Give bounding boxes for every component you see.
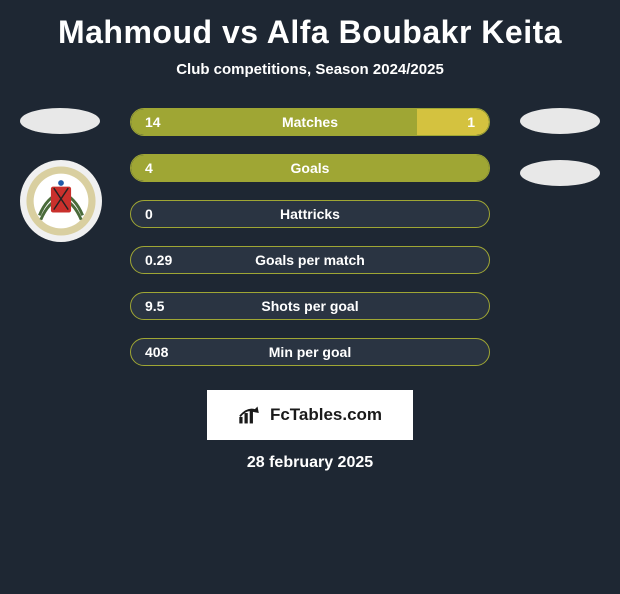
stat-row: 9.5Shots per goal <box>130 292 490 320</box>
stat-row: 0Hattricks <box>130 200 490 228</box>
stat-value-right: 1 <box>467 114 475 130</box>
stat-row: 408Min per goal <box>130 338 490 366</box>
stat-label: Min per goal <box>131 344 489 360</box>
stat-row: 14Matches1 <box>130 108 490 136</box>
stat-label: Hattricks <box>131 206 489 222</box>
player-photo-placeholder <box>20 108 100 134</box>
left-player-column <box>20 108 102 242</box>
stat-row: 0.29Goals per match <box>130 246 490 274</box>
stat-label: Goals per match <box>131 252 489 268</box>
fctables-logo-icon <box>238 405 264 425</box>
stat-bars-container: 14Matches1 4Goals 0Hattricks 0.29Goals per … <box>130 108 490 366</box>
stat-label: Shots per goal <box>131 298 489 314</box>
date-label: 28 february 2025 <box>0 454 620 472</box>
stat-label: Goals <box>131 160 489 176</box>
player-photo-placeholder <box>520 108 600 134</box>
left-club-badge <box>20 160 102 242</box>
branding-banner: FcTables.com <box>207 390 413 440</box>
subtitle: Club competitions, Season 2024/2025 <box>0 61 620 78</box>
branding-text: FcTables.com <box>270 405 382 425</box>
club-badge-placeholder <box>520 160 600 186</box>
page-title: Mahmoud vs Alfa Boubakr Keita <box>0 14 620 51</box>
stat-row: 4Goals <box>130 154 490 182</box>
right-player-column <box>520 108 600 212</box>
comparison-content: 14Matches1 4Goals 0Hattricks 0.29Goals per … <box>0 108 620 472</box>
club-crest-icon <box>25 165 97 237</box>
stat-label: Matches <box>131 114 489 130</box>
